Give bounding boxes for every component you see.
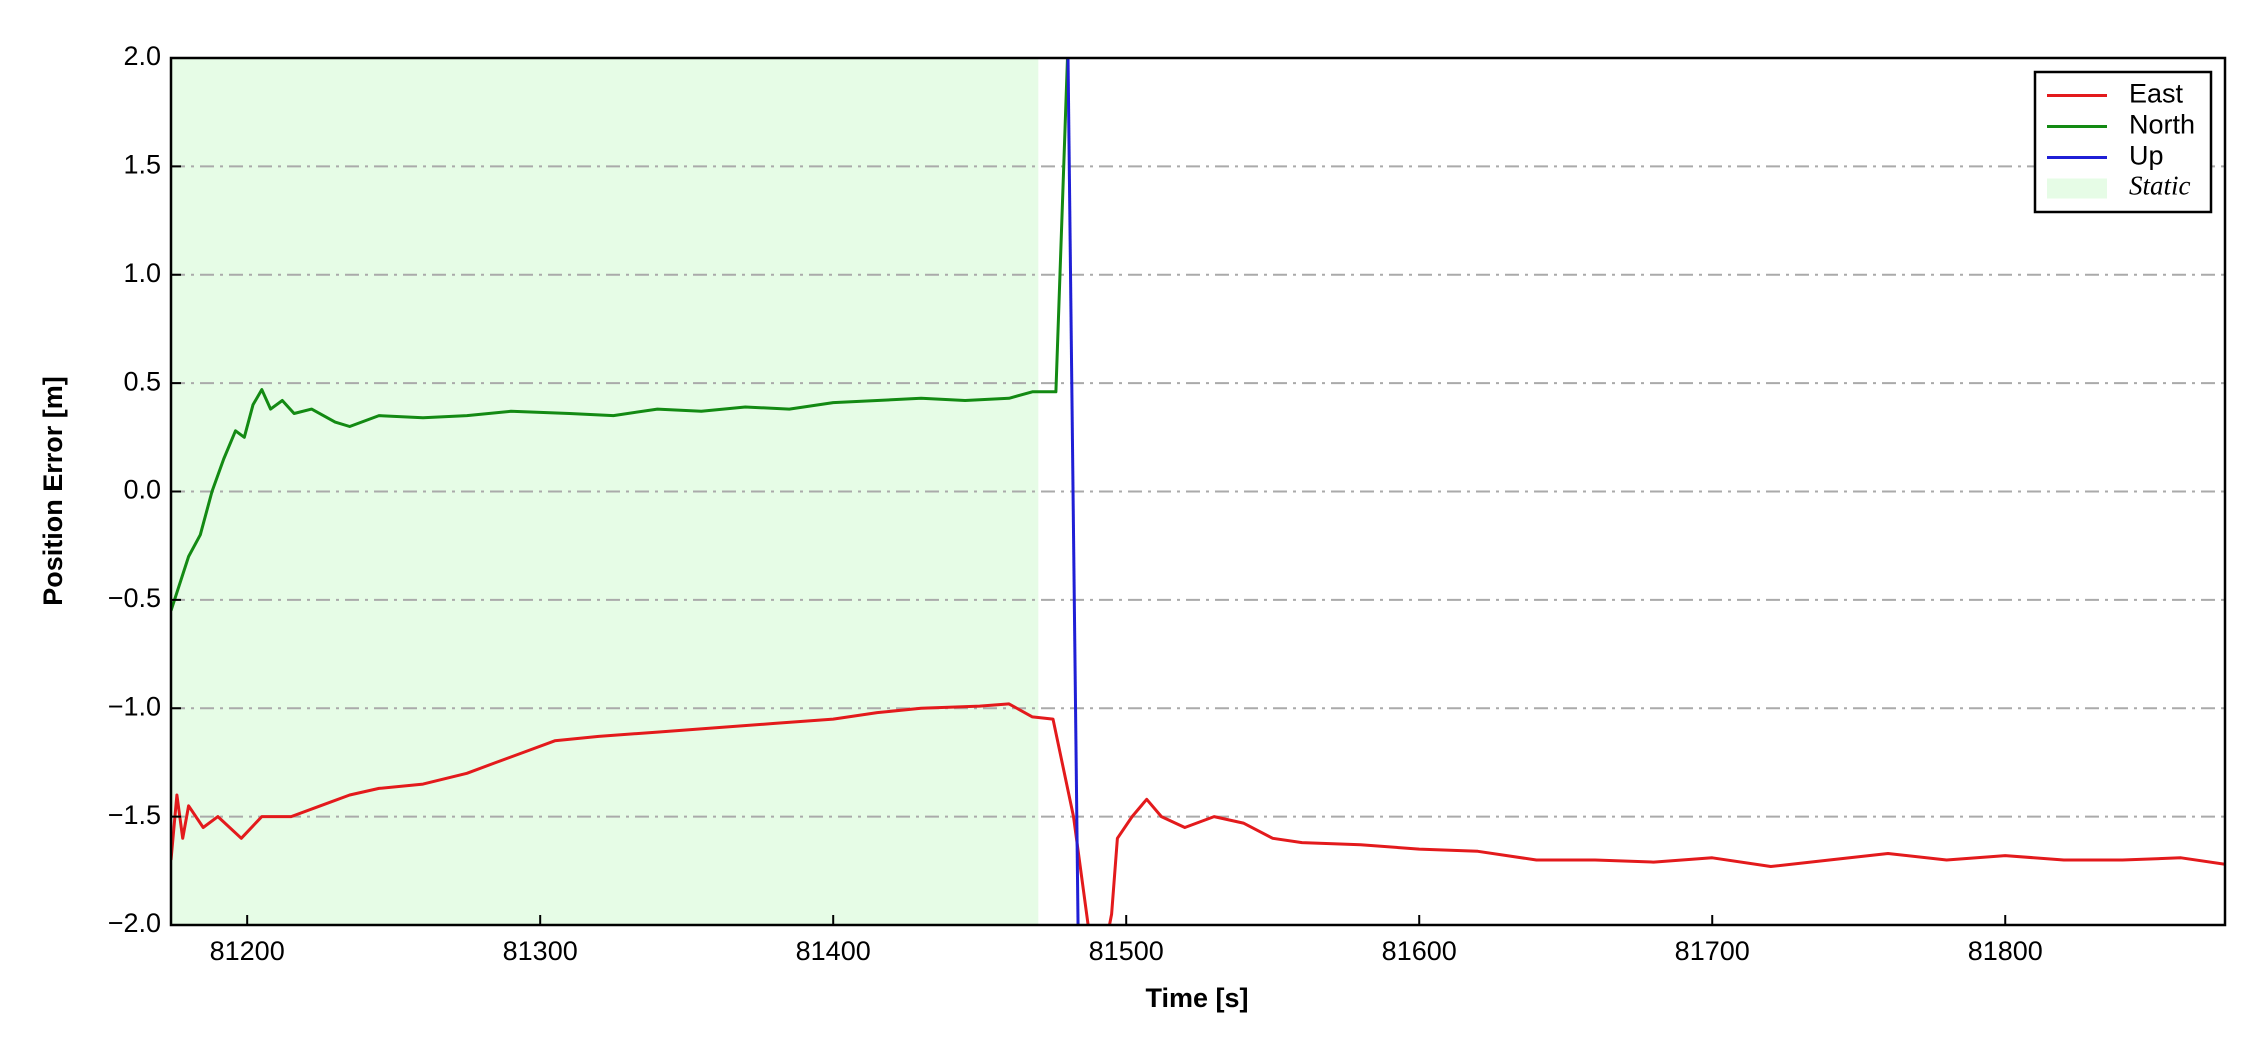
plot-background xyxy=(171,57,2225,926)
x-tick-label: 81400 xyxy=(796,936,871,966)
series-line xyxy=(171,702,2225,925)
x-tick-label: 81500 xyxy=(1089,936,1164,966)
series-line xyxy=(171,58,1069,612)
legend-label: East xyxy=(2129,79,2184,109)
y-tick-label: −1.0 xyxy=(108,691,161,721)
legend-label: North xyxy=(2129,110,2195,140)
x-tick-label: 81300 xyxy=(503,936,578,966)
axes: −2.0 −1.5 −1.0 −0.5 0.0 0.5 1.0 1.5 2.0 81200 8130… xyxy=(108,41,2043,966)
legend-swatch xyxy=(2047,178,2107,199)
x-tick-label: 81700 xyxy=(1675,936,1750,966)
y-axis-label: Position Error [m] xyxy=(38,376,68,606)
x-axis-label: Time [s] xyxy=(1145,983,1248,1013)
x-tick-label: 81800 xyxy=(1968,936,2043,966)
legend-label: Static xyxy=(2129,171,2191,201)
y-tick-label: 1.0 xyxy=(123,258,161,288)
y-tick-label: −0.5 xyxy=(108,583,161,613)
x-tick-label: 81600 xyxy=(1382,936,1457,966)
x-tick-label: 81200 xyxy=(210,936,285,966)
y-tick-label: 1.5 xyxy=(123,150,161,180)
y-tick-label: −1.5 xyxy=(108,800,161,830)
y-tick-label: −2.0 xyxy=(108,908,161,938)
y-tick-label: 0.0 xyxy=(123,475,161,505)
y-tick-label: 2.0 xyxy=(123,41,161,71)
series-line xyxy=(1066,58,1080,925)
legend-label: Up xyxy=(2129,141,2164,171)
y-tick-label: 0.5 xyxy=(123,366,161,396)
plot-lines xyxy=(171,58,2225,925)
static-span xyxy=(171,58,1039,925)
